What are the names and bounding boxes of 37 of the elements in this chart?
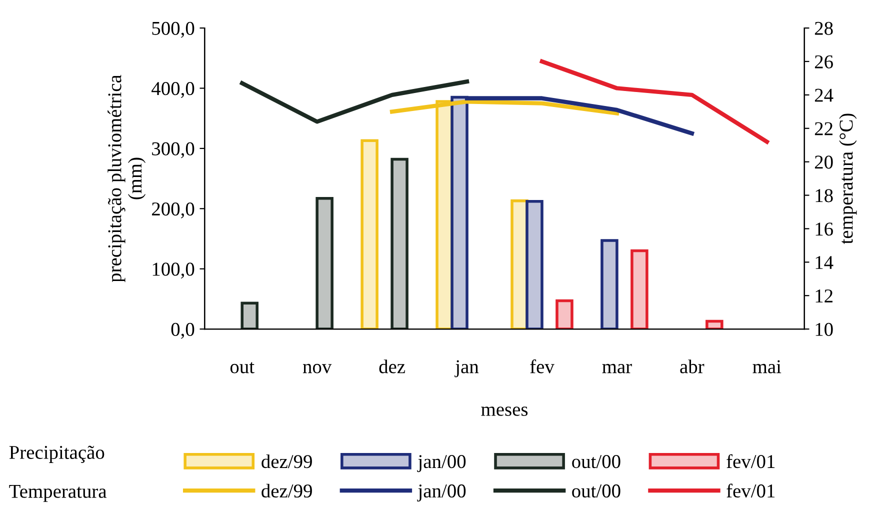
y-tick-label: 0,0	[171, 322, 194, 339]
y-tick-label: 400,0	[152, 82, 194, 98]
y2-tick-label: 26	[814, 55, 833, 68]
legend-label: jan/00	[417, 455, 466, 472]
text: Temperatura	[9, 484, 107, 502]
y2-axis-title: temperatura (°C)	[839, 114, 857, 244]
legend-label: out/00	[572, 455, 620, 468]
y2-tick-label: 28	[814, 22, 833, 35]
x-tick-label: jan	[454, 360, 479, 378]
text: Precipitação	[9, 446, 104, 463]
x-tick-label: out	[230, 362, 254, 374]
y2-tick-label: 16	[816, 222, 833, 236]
x-axis-title: meses	[481, 406, 528, 416]
legend-label: out/00	[572, 484, 620, 498]
y2-tick-label: 24	[814, 88, 834, 102]
legend-label: jan/00	[417, 484, 466, 502]
x-tick-label: abr	[680, 360, 704, 374]
y-tick-label: 300,0	[152, 142, 194, 158]
legend-label: fev/01	[726, 454, 775, 468]
x-tick-label: dez	[379, 360, 405, 374]
y-axis-title: precipitação pluviométrica (mm)	[108, 74, 146, 282]
legend-label: fev/01	[726, 484, 775, 498]
x-tick-label: mai	[752, 360, 782, 374]
y-tick-label: 200,0	[152, 202, 194, 218]
y2-tick-label: 12	[816, 289, 832, 302]
y2-tick-label: 10	[816, 322, 833, 336]
y2-tick-label: 14	[816, 256, 834, 269]
legend-label: dez/99	[262, 454, 312, 468]
legend-label: dez/99	[262, 484, 312, 498]
y-tick-label: 100,0	[152, 262, 194, 279]
y-tick-label: 500,0	[152, 22, 194, 38]
x-tick-label: nov	[302, 364, 332, 374]
y2-tick-label: 18	[816, 189, 833, 202]
x-tick-label: mar	[602, 364, 632, 374]
y2-tick-label: 20	[814, 156, 833, 169]
y2-tick-label: 22	[814, 122, 832, 136]
x-tick-label: fev	[530, 359, 554, 374]
